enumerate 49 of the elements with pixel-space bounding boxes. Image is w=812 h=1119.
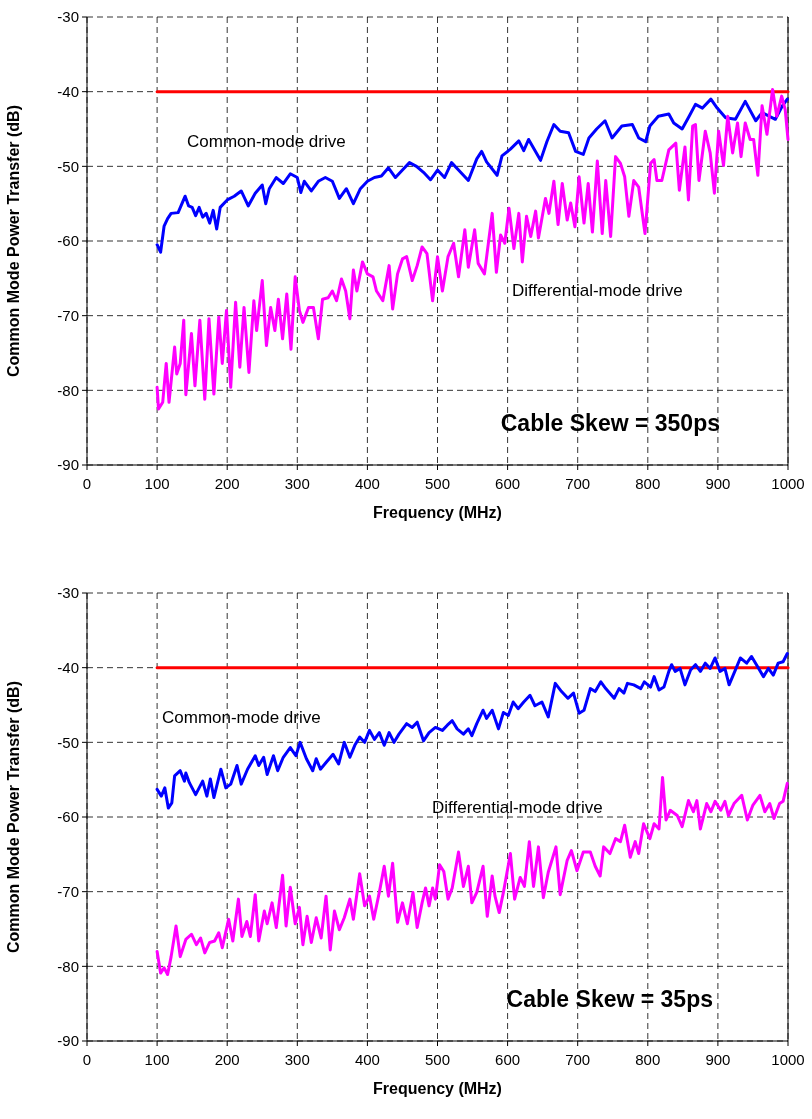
x-tick-label: 100 xyxy=(144,1051,170,1068)
x-tick-label: 200 xyxy=(214,1051,240,1068)
annotation: Differential-mode drive xyxy=(512,281,683,300)
x-tick-label: 800 xyxy=(635,1051,661,1068)
x-tick-label: 900 xyxy=(705,1051,731,1068)
annotation: Common-mode drive xyxy=(187,132,346,151)
y-tick-label: -40 xyxy=(57,82,79,100)
x-tick-label: 200 xyxy=(214,475,240,492)
y-tick-label: -30 xyxy=(57,8,79,26)
x-tick-label: 400 xyxy=(354,475,380,492)
y-tick-label: -50 xyxy=(57,733,79,751)
x-tick-label: 700 xyxy=(565,1051,591,1068)
x-tick-label: 300 xyxy=(284,475,310,492)
y-axis-title: Common Mode Power Transfer (dB) xyxy=(5,680,22,954)
line-series xyxy=(155,775,789,977)
x-tick-label: 500 xyxy=(424,1051,451,1068)
annotation: Differential-mode drive xyxy=(432,798,603,817)
y-tick-label: -70 xyxy=(57,882,79,900)
y-tick-label: -50 xyxy=(57,157,79,175)
x-tick-label: 1000 xyxy=(771,475,805,492)
line-series xyxy=(155,87,790,411)
x-tick-label: 600 xyxy=(495,1051,521,1068)
x-tick-label: 1000 xyxy=(771,1051,805,1068)
y-tick-label: -70 xyxy=(57,306,79,324)
y-tick-label: -30 xyxy=(57,584,79,602)
x-tick-label: 900 xyxy=(705,475,731,492)
y-tick-label: -80 xyxy=(57,381,79,399)
x-tick-label: 400 xyxy=(354,1051,380,1068)
x-tick-label: 800 xyxy=(635,475,661,492)
x-tick-label: 300 xyxy=(284,1051,310,1068)
line-series xyxy=(155,97,789,254)
y-tick-label: -60 xyxy=(57,808,79,826)
y-tick-label: -40 xyxy=(57,658,79,676)
x-tick-label: 0 xyxy=(82,1051,92,1068)
x-tick-label: 500 xyxy=(424,475,451,492)
y-tick-label: -90 xyxy=(57,1032,79,1050)
y-tick-label: -80 xyxy=(57,957,79,975)
y-tick-label: -60 xyxy=(57,232,79,250)
annotation: Cable Skew = 350ps xyxy=(500,410,720,436)
y-tick-label: -90 xyxy=(57,456,79,474)
annotation: Cable Skew = 35ps xyxy=(506,986,713,1012)
x-axis-title: Frequency (MHz) xyxy=(373,1080,502,1097)
x-axis-title: Frequency (MHz) xyxy=(373,504,502,521)
x-tick-label: 700 xyxy=(565,475,591,492)
x-tick-label: 0 xyxy=(82,475,92,492)
x-tick-label: 100 xyxy=(144,475,170,492)
x-tick-label: 600 xyxy=(495,475,521,492)
annotation: Common-mode drive xyxy=(162,708,321,727)
y-axis-title: Common Mode Power Transfer (dB) xyxy=(5,104,22,378)
